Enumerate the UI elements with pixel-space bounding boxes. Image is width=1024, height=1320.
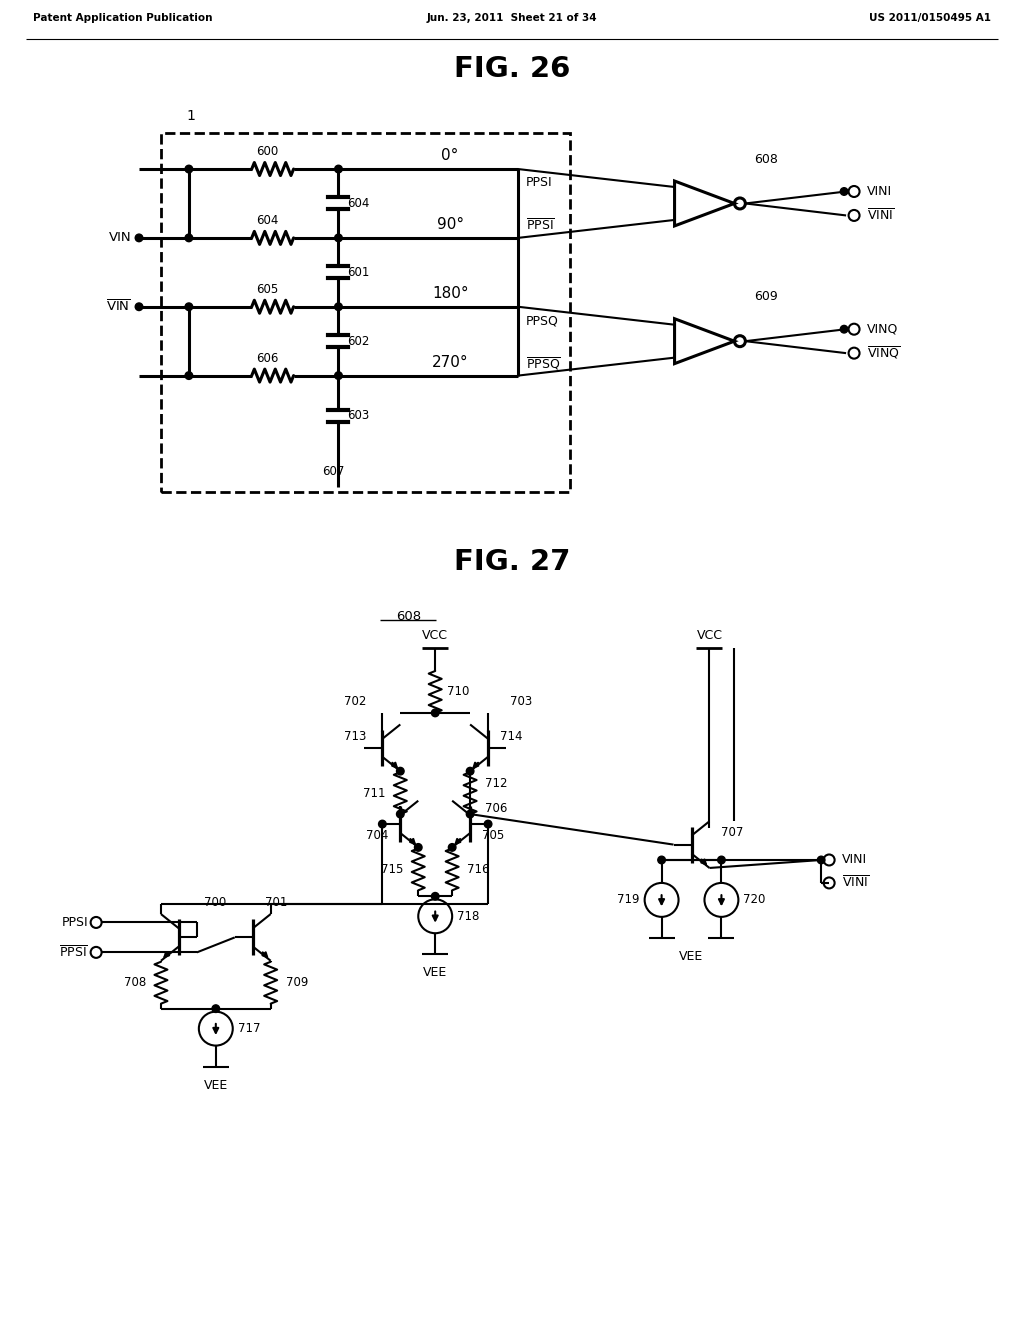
Text: FIG. 27: FIG. 27 — [454, 548, 570, 577]
Circle shape — [431, 892, 439, 900]
Text: 711: 711 — [362, 787, 385, 800]
Text: $\overline{\rm VINI}$: $\overline{\rm VINI}$ — [867, 207, 894, 223]
Circle shape — [841, 326, 848, 333]
Text: VIN: VIN — [109, 231, 131, 244]
Text: 720: 720 — [743, 894, 766, 907]
Text: PPSQ: PPSQ — [526, 314, 559, 327]
Text: VEE: VEE — [423, 966, 447, 979]
Circle shape — [185, 165, 193, 173]
Text: $\overline{\rm VINI}$: $\overline{\rm VINI}$ — [842, 875, 869, 891]
Circle shape — [841, 187, 848, 195]
Circle shape — [449, 843, 456, 851]
Text: 717: 717 — [238, 1022, 260, 1035]
Text: 714: 714 — [500, 730, 522, 743]
Text: 601: 601 — [347, 265, 370, 279]
Text: $\overline{\rm VINQ}$: $\overline{\rm VINQ}$ — [867, 345, 900, 362]
Text: PPSI: PPSI — [526, 177, 553, 190]
Text: PPSI: PPSI — [61, 916, 88, 929]
Text: 609: 609 — [755, 290, 778, 304]
Circle shape — [335, 372, 342, 379]
Text: VINI: VINI — [842, 854, 867, 866]
Text: VCC: VCC — [696, 630, 723, 642]
Circle shape — [185, 234, 193, 242]
Text: 716: 716 — [467, 863, 489, 876]
Text: 606: 606 — [256, 351, 279, 364]
Text: 715: 715 — [381, 863, 403, 876]
Text: 719: 719 — [617, 894, 640, 907]
Circle shape — [185, 372, 193, 379]
Text: $\overline{\rm PPSQ}$: $\overline{\rm PPSQ}$ — [526, 355, 561, 372]
Circle shape — [335, 304, 342, 310]
Text: VEE: VEE — [204, 1078, 228, 1092]
Text: 1: 1 — [186, 110, 196, 123]
Text: 180°: 180° — [432, 285, 469, 301]
Text: VEE: VEE — [679, 950, 703, 962]
Text: 718: 718 — [457, 909, 479, 923]
Circle shape — [135, 304, 142, 310]
Text: 702: 702 — [344, 694, 367, 708]
Text: VCC: VCC — [422, 630, 449, 642]
Text: VINQ: VINQ — [867, 322, 898, 335]
Text: 605: 605 — [257, 282, 279, 296]
Text: 704: 704 — [366, 829, 388, 842]
Text: 604: 604 — [347, 197, 370, 210]
Text: 712: 712 — [485, 776, 508, 789]
Text: Patent Application Publication: Patent Application Publication — [34, 13, 213, 24]
Text: US 2011/0150495 A1: US 2011/0150495 A1 — [868, 13, 990, 24]
Circle shape — [135, 234, 142, 242]
Circle shape — [657, 857, 666, 863]
Text: Jun. 23, 2011  Sheet 21 of 34: Jun. 23, 2011 Sheet 21 of 34 — [427, 13, 597, 24]
Circle shape — [466, 767, 474, 775]
Text: 707: 707 — [722, 826, 743, 840]
Text: 701: 701 — [264, 896, 287, 909]
Text: 270°: 270° — [432, 355, 469, 370]
Circle shape — [484, 820, 492, 828]
Circle shape — [396, 810, 404, 818]
Circle shape — [415, 843, 422, 851]
Text: 608: 608 — [395, 610, 421, 623]
Text: 603: 603 — [347, 409, 370, 422]
Text: 710: 710 — [447, 685, 470, 698]
Text: 608: 608 — [755, 153, 778, 165]
Circle shape — [379, 820, 386, 828]
Text: 0°: 0° — [441, 148, 459, 164]
Circle shape — [185, 304, 193, 310]
Circle shape — [335, 234, 342, 242]
Text: 713: 713 — [344, 730, 367, 743]
Bar — [161, 133, 569, 492]
Text: $\overline{\rm VIN}$: $\overline{\rm VIN}$ — [106, 300, 131, 314]
Circle shape — [466, 810, 474, 818]
Text: $\overline{\rm PPSI}$: $\overline{\rm PPSI}$ — [59, 945, 88, 960]
Text: 705: 705 — [482, 829, 505, 842]
Circle shape — [212, 1005, 219, 1012]
Text: 607: 607 — [323, 466, 345, 478]
Circle shape — [817, 857, 825, 863]
Text: FIG. 26: FIG. 26 — [454, 55, 570, 83]
Text: $\overline{\rm PPSI}$: $\overline{\rm PPSI}$ — [526, 218, 555, 232]
Circle shape — [718, 857, 725, 863]
Text: 708: 708 — [124, 977, 146, 989]
Circle shape — [431, 709, 439, 717]
Text: 706: 706 — [485, 801, 508, 814]
Circle shape — [396, 767, 404, 775]
Text: 90°: 90° — [436, 216, 464, 232]
Text: 602: 602 — [347, 335, 370, 347]
Text: 700: 700 — [204, 896, 226, 909]
Text: VINI: VINI — [867, 185, 892, 198]
Circle shape — [335, 165, 342, 173]
Text: 600: 600 — [257, 145, 279, 158]
Text: 709: 709 — [286, 977, 308, 989]
Text: 604: 604 — [256, 214, 279, 227]
Text: 703: 703 — [510, 694, 532, 708]
